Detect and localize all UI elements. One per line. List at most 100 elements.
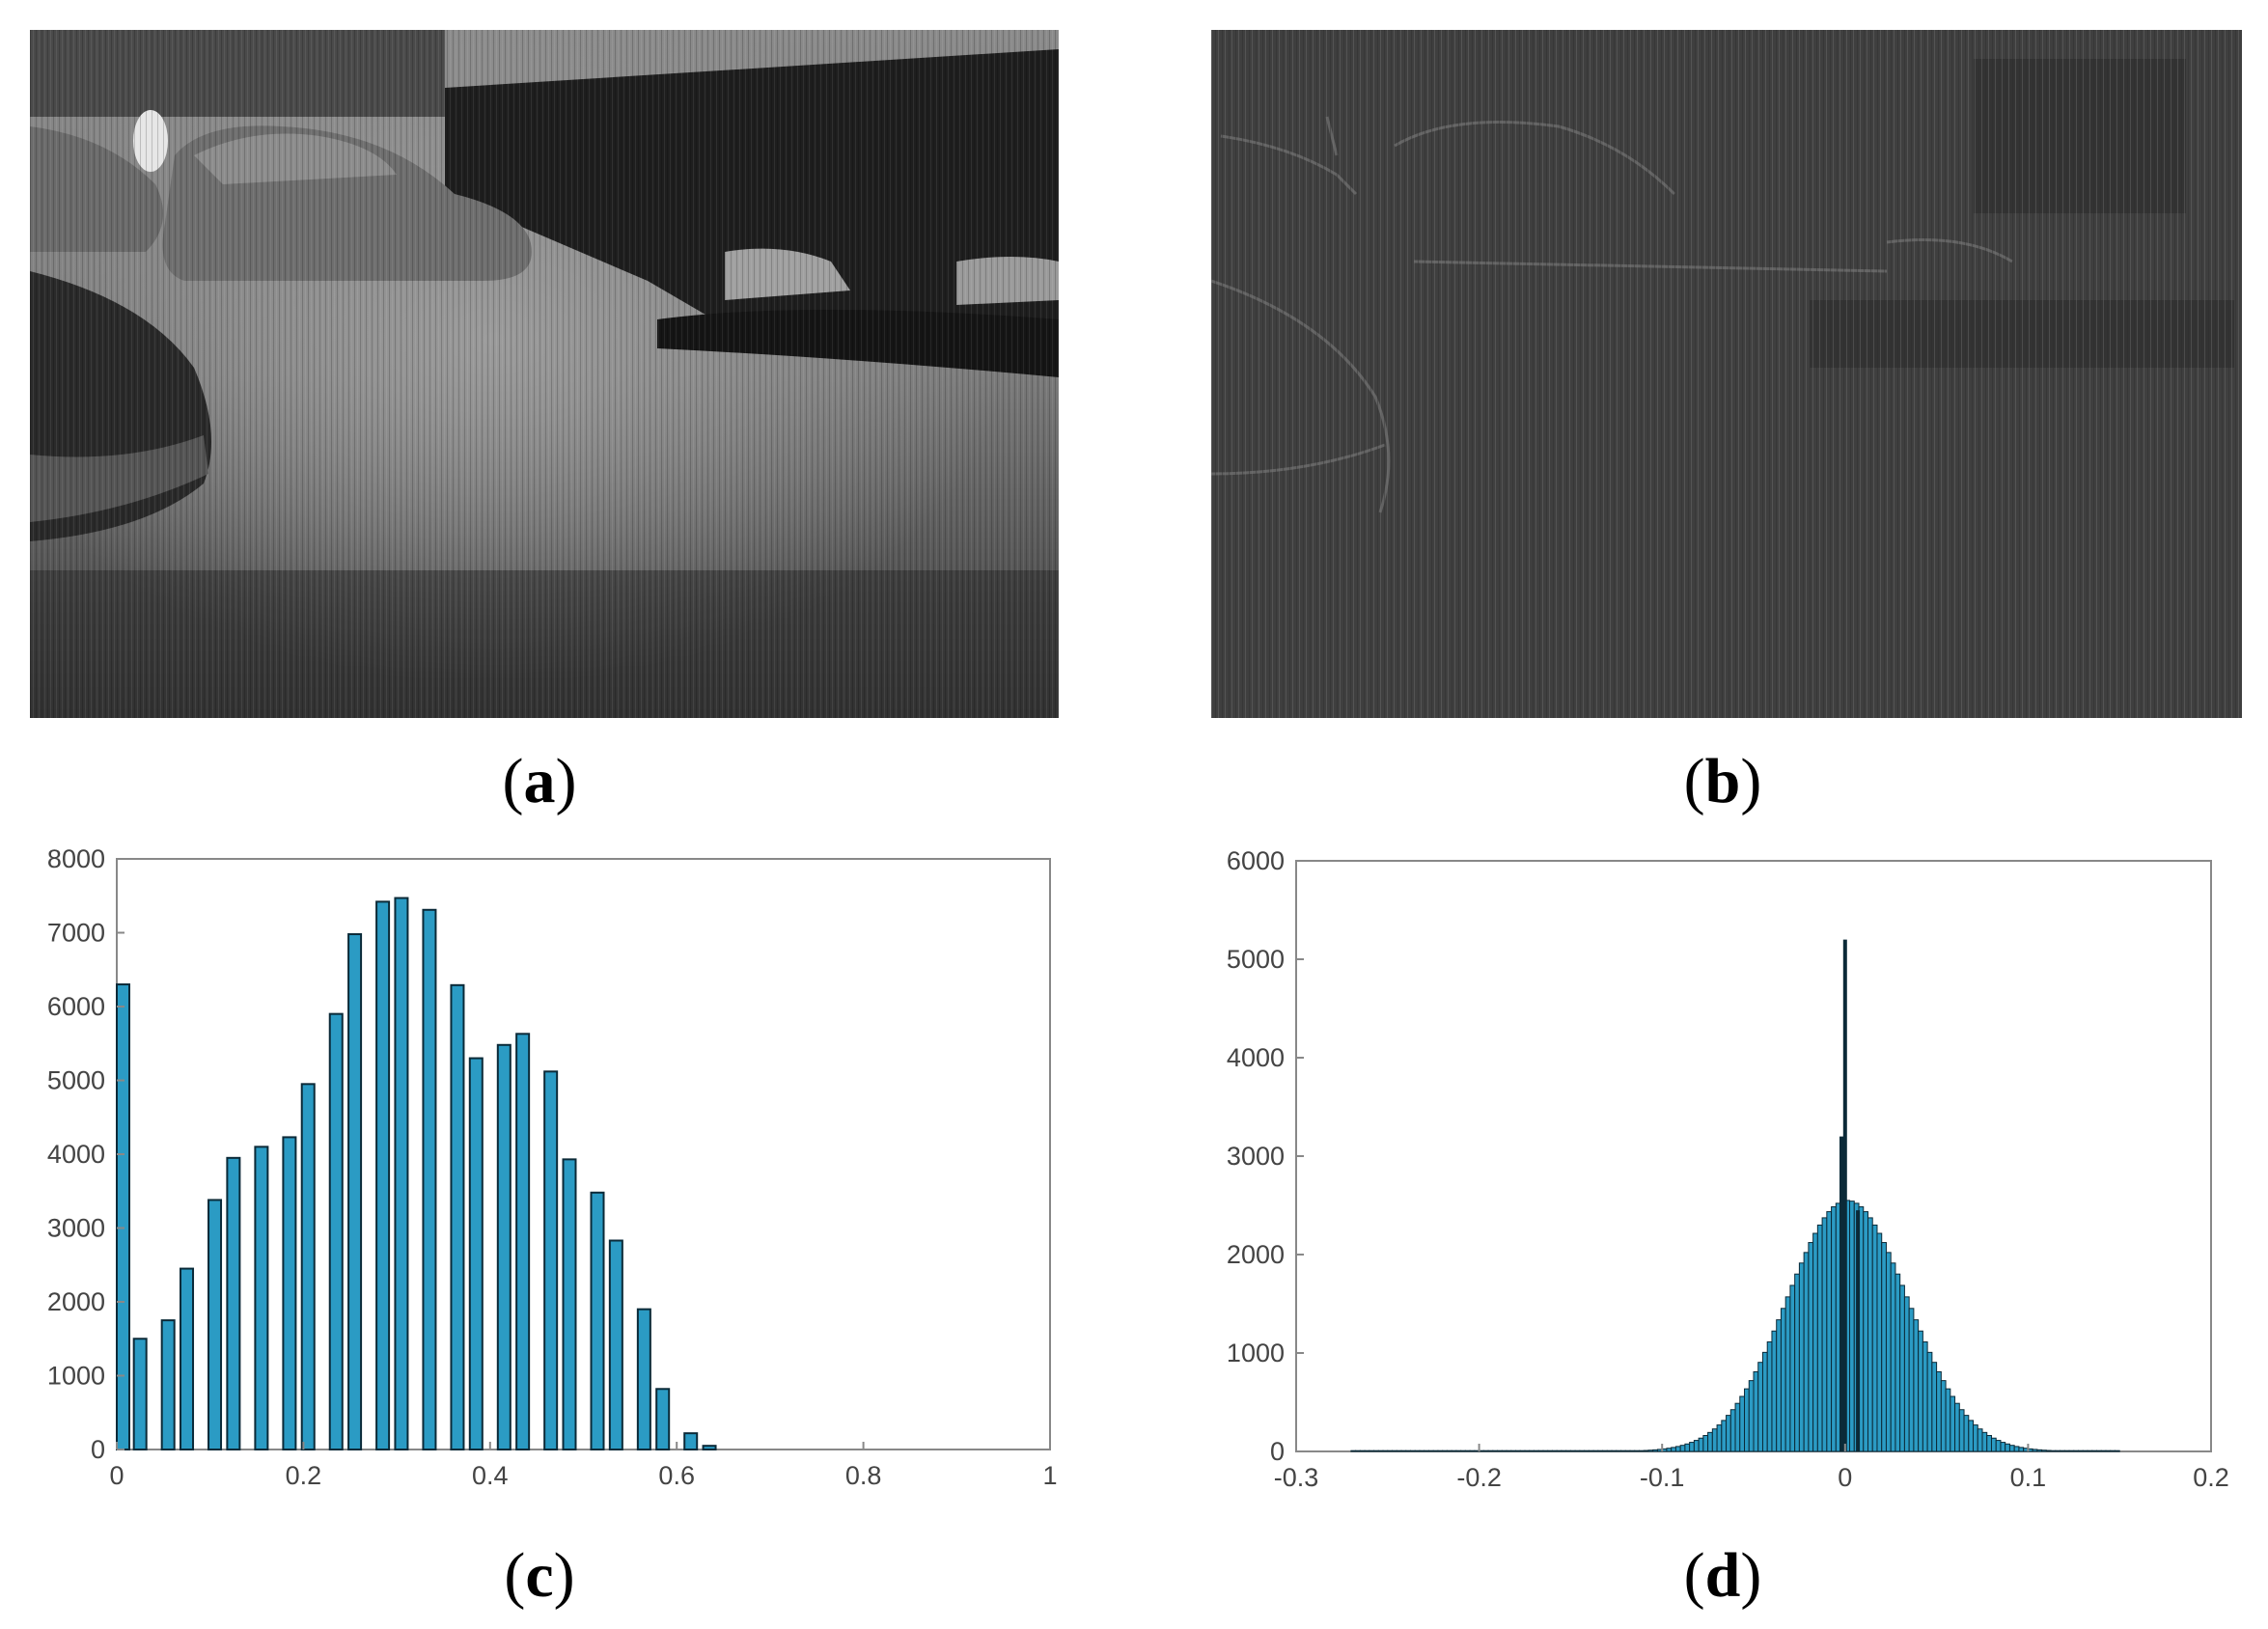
histogram-bar [1515, 1450, 1521, 1452]
histogram-bar [1940, 1380, 1947, 1452]
thermal-image-a [30, 30, 1059, 718]
histogram-bar [1611, 1450, 1618, 1452]
histogram-bar [1757, 1362, 1763, 1452]
histogram-bar [1744, 1388, 1750, 1452]
histogram-bar [1968, 1420, 1975, 1452]
histogram-bar [1446, 1450, 1452, 1452]
y-tick-label: 2000 [1227, 1240, 1285, 1269]
histogram-bar [1973, 1424, 1978, 1452]
histogram-bar [1382, 1450, 1389, 1452]
histogram-bar [1533, 1450, 1539, 1452]
histogram-bar [1803, 1252, 1810, 1452]
histogram-bar [1849, 1201, 1855, 1452]
histogram-bar [1432, 1450, 1439, 1452]
y-tick-label: 2000 [47, 1287, 105, 1316]
histogram-bar [1726, 1415, 1731, 1452]
histogram-bar [1931, 1362, 1938, 1452]
histogram-bar [468, 1057, 484, 1451]
histogram-bar [1529, 1450, 1535, 1452]
histogram-bar [1519, 1450, 1526, 1452]
histogram-bar [2105, 1450, 2112, 1452]
histogram-bar [2068, 1450, 2075, 1452]
histogram-bar [1922, 1341, 1928, 1452]
histogram-bar [1698, 1437, 1704, 1452]
histogram-bar [1716, 1424, 1723, 1452]
histogram-bar [1482, 1450, 1489, 1452]
histogram-bar [1958, 1409, 1965, 1452]
plot-frame [1295, 860, 2212, 1452]
histogram-bar [1666, 1448, 1673, 1452]
histogram-bar [2096, 1450, 2102, 1452]
histogram-bar [1620, 1450, 1626, 1452]
histogram-bar [254, 1146, 269, 1450]
histogram-bar [1442, 1450, 1448, 1452]
histogram-bar [1702, 1434, 1709, 1452]
histogram-bar [1981, 1431, 1988, 1452]
histogram-bar [1895, 1273, 1901, 1452]
x-tick-label: -0.2 [1456, 1463, 1502, 1492]
histogram-bar [1776, 1319, 1782, 1452]
y-tick-label: 6000 [47, 992, 105, 1021]
histogram-bar [1537, 1450, 1544, 1452]
histogram-bar [1355, 1450, 1361, 1452]
histogram-bar [1602, 1450, 1608, 1452]
histogram-bar [1871, 1224, 1878, 1452]
histogram-bar [2036, 1449, 2043, 1452]
histogram-bar [1359, 1450, 1366, 1452]
histogram-bar [1437, 1450, 1444, 1452]
histogram-bar [1643, 1450, 1649, 1452]
histogram-bar [1377, 1450, 1384, 1452]
histogram-bar [180, 1267, 195, 1451]
histogram-bar [1588, 1450, 1594, 1452]
y-tick-label: 7000 [47, 919, 105, 948]
histogram-bar [1427, 1450, 1434, 1452]
y-tick-label: 3000 [47, 1214, 105, 1243]
histogram-bar [1766, 1341, 1773, 1452]
histogram-bar [515, 1033, 531, 1450]
histogram-bar [2110, 1450, 2116, 1452]
histogram-bar [496, 1043, 512, 1450]
histogram-bar [300, 1083, 316, 1450]
histogram-bar [347, 933, 363, 1450]
y-tick-label: 5000 [1227, 945, 1285, 974]
histogram-bar [2073, 1450, 2080, 1452]
histogram-bar [1945, 1388, 1951, 1452]
histogram-bar [1624, 1450, 1631, 1452]
histogram-bar [1899, 1284, 1905, 1452]
histogram-bar [2041, 1450, 2047, 1452]
histogram-bar [1639, 1450, 1645, 1452]
histogram-bar [1405, 1450, 1411, 1452]
histogram-bar [1876, 1232, 1883, 1452]
histogram-bar [1414, 1450, 1421, 1452]
histogram-bar [1808, 1242, 1814, 1452]
histogram-bar [1551, 1450, 1558, 1452]
histogram-bar [1789, 1284, 1796, 1452]
histogram-bar [1693, 1440, 1700, 1452]
histogram-bar [282, 1136, 297, 1450]
histogram-bar [1369, 1450, 1375, 1452]
histogram-bar [1794, 1273, 1800, 1452]
histogram-bar [1561, 1450, 1567, 1452]
histogram-bar [2063, 1450, 2070, 1452]
x-tick-label: -0.1 [1640, 1463, 1685, 1492]
histogram-bar [590, 1191, 605, 1450]
x-tick-label: -0.3 [1274, 1463, 1319, 1492]
histogram-bar [160, 1319, 176, 1450]
histogram-bar [1881, 1242, 1887, 1452]
histogram-bar [1574, 1450, 1581, 1452]
histogram-bar [1903, 1296, 1910, 1452]
y-tick-label: 8000 [47, 844, 105, 873]
histogram-bar [683, 1432, 699, 1450]
histogram-bar [608, 1239, 623, 1450]
histogram-bar [1396, 1450, 1402, 1452]
x-tick-label: 0.6 [658, 1461, 695, 1490]
histogram-bar [1734, 1402, 1741, 1452]
histogram-bar [2032, 1449, 2038, 1452]
y-tick-label: 1000 [1227, 1339, 1285, 1367]
histogram-bar [1784, 1296, 1791, 1452]
histogram-bar [1721, 1420, 1728, 1452]
histogram-bar [1674, 1446, 1681, 1452]
histogram-bar [116, 983, 130, 1451]
histogram-bar [2013, 1446, 2020, 1452]
histogram-bar [1954, 1402, 1960, 1452]
